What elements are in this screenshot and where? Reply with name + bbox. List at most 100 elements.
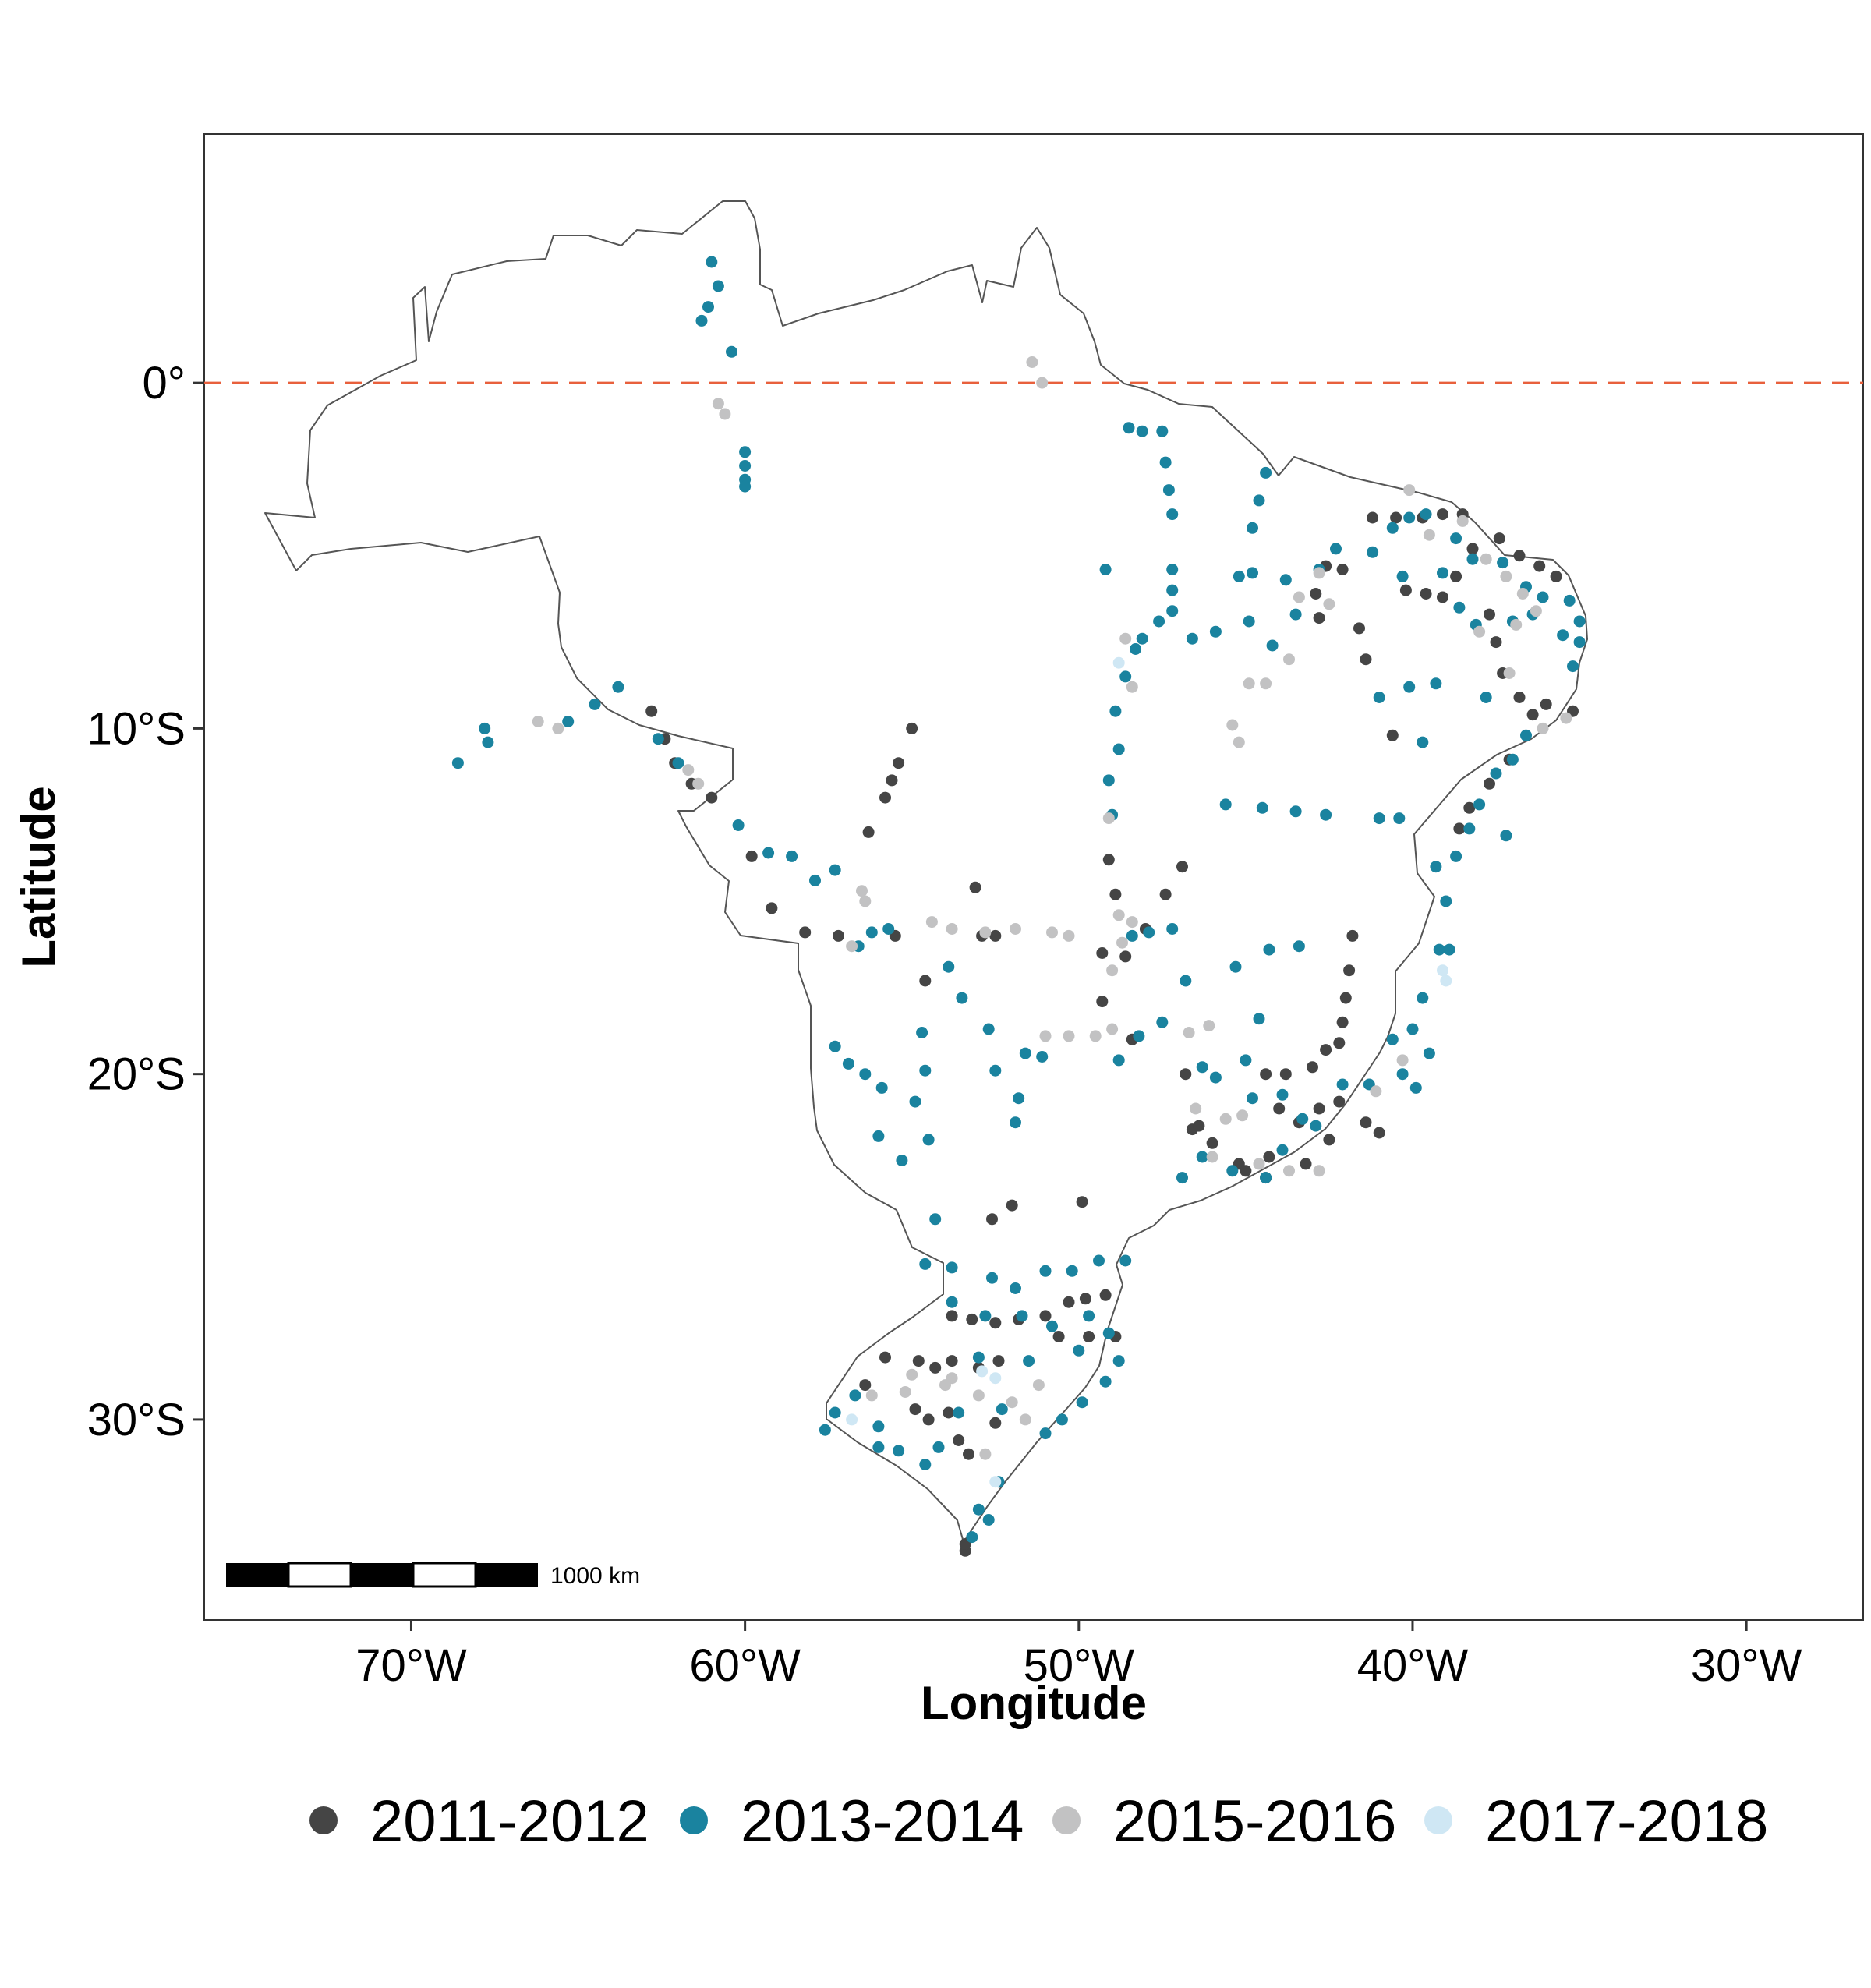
data-point (972, 1503, 985, 1516)
data-point (1219, 1113, 1232, 1125)
data-point (1240, 1054, 1252, 1067)
data-point (1403, 484, 1416, 497)
data-point (922, 1134, 935, 1146)
data-point (1063, 1296, 1075, 1308)
data-point (1229, 960, 1242, 973)
data-point (872, 1420, 885, 1433)
data-point (1119, 950, 1132, 963)
data-point (682, 764, 695, 776)
y-axis: 0° 10°S 20°S 30°S (87, 358, 204, 1445)
data-point (1032, 1379, 1045, 1392)
data-point (893, 757, 905, 769)
data-point (1513, 692, 1526, 703)
data-point (1102, 812, 1115, 825)
data-point (1463, 822, 1476, 835)
data-point (1099, 564, 1112, 575)
points-layer (451, 256, 1586, 1557)
data-point (916, 1027, 928, 1038)
data-point (762, 847, 775, 859)
data-point (946, 923, 958, 935)
data-point (1310, 1120, 1322, 1132)
data-point (1300, 1158, 1312, 1170)
legend: 2011-2012 2013-2014 2015-2016 2017-2018 (309, 1788, 1768, 1855)
data-point (745, 850, 758, 862)
data-point (859, 1379, 872, 1392)
data-point (1099, 1375, 1112, 1388)
data-point (1336, 564, 1349, 575)
data-point (1176, 1172, 1188, 1184)
data-point (1253, 494, 1265, 507)
data-point (1126, 681, 1138, 693)
data-point (1130, 643, 1142, 655)
data-point (849, 1389, 861, 1402)
data-point (1036, 1051, 1049, 1063)
data-point (1089, 1030, 1102, 1042)
data-point (1520, 729, 1532, 741)
data-point (1159, 456, 1172, 469)
data-point (1417, 736, 1429, 748)
data-point (1453, 822, 1466, 835)
data-point (1123, 422, 1135, 434)
data-point (1096, 947, 1109, 959)
data-point (1289, 608, 1302, 621)
data-point (1437, 964, 1448, 977)
data-point (1083, 1310, 1095, 1322)
data-point (1263, 1151, 1275, 1163)
data-point (1367, 511, 1379, 524)
data-point (1440, 895, 1452, 907)
data-point (946, 1355, 958, 1367)
data-point (1076, 1396, 1088, 1409)
data-point (946, 1261, 958, 1274)
data-point (1506, 753, 1519, 766)
data-point (1310, 588, 1322, 600)
data-point (1096, 996, 1109, 1008)
data-point (886, 774, 898, 787)
data-point (1112, 1355, 1125, 1367)
data-point (1370, 1085, 1382, 1098)
data-point (1537, 591, 1549, 603)
scale-bar-label: 1000 km (550, 1563, 640, 1589)
data-point (1453, 601, 1466, 614)
data-point (1093, 1254, 1105, 1267)
data-point (1423, 1047, 1435, 1059)
data-point (856, 885, 868, 897)
data-point (739, 460, 752, 472)
data-point (953, 1434, 965, 1446)
data-point (1112, 909, 1125, 921)
data-point (1226, 719, 1239, 731)
data-point (1279, 574, 1292, 586)
data-point (1417, 992, 1429, 1004)
data-point (1403, 681, 1416, 693)
data-point (1063, 1030, 1075, 1042)
data-point (989, 1064, 1002, 1077)
legend-key-2017-2018 (1424, 1806, 1452, 1834)
data-point (989, 1317, 1002, 1329)
data-point (1166, 508, 1179, 521)
series-2013-2014 (451, 256, 1586, 1544)
data-point (909, 1095, 921, 1108)
data-point (1039, 1265, 1052, 1277)
data-point (1106, 1023, 1119, 1035)
data-point (1186, 632, 1198, 645)
data-point (1166, 923, 1179, 935)
data-point (1196, 1061, 1208, 1074)
data-point (859, 895, 872, 907)
data-point (726, 345, 737, 358)
x-axis-title: Longitude (921, 1677, 1147, 1729)
data-point (1550, 570, 1562, 582)
data-point (859, 1068, 872, 1081)
data-point (799, 926, 812, 939)
data-point (1333, 1037, 1346, 1049)
data-point (1396, 570, 1409, 582)
data-point (692, 777, 705, 790)
legend-key-2011-2012 (309, 1806, 338, 1834)
x-tick-label: 40°W (1357, 1640, 1469, 1691)
data-point (1409, 1081, 1422, 1094)
data-point (1403, 511, 1416, 524)
data-point (1116, 936, 1128, 949)
data-point (1466, 553, 1479, 565)
data-point (1433, 943, 1445, 956)
data-point (1313, 1165, 1325, 1177)
data-point (1109, 705, 1122, 717)
